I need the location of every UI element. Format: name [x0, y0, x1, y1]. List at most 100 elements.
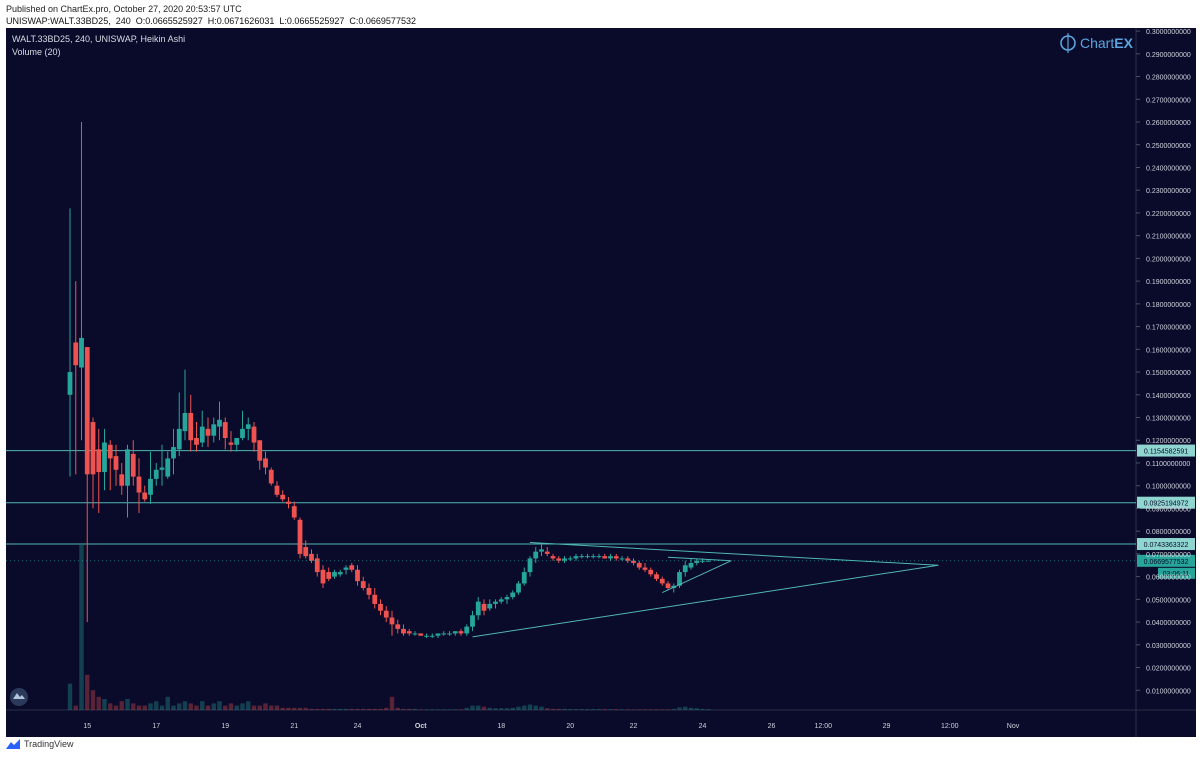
- level-price-label: 0.0925194972: [1144, 501, 1189, 508]
- trendline[interactable]: [472, 564, 939, 638]
- volume-bar: [464, 707, 469, 710]
- volume-bar: [182, 701, 188, 710]
- volume-bar: [217, 701, 222, 710]
- volume-bar: [85, 674, 90, 710]
- volume-bar: [412, 708, 418, 710]
- candle-body: [441, 633, 447, 635]
- volume-bar: [205, 705, 211, 710]
- candle-body: [613, 556, 619, 559]
- chart-settings-icon[interactable]: [10, 688, 28, 706]
- candle-body: [360, 581, 366, 588]
- candle-body: [648, 569, 654, 575]
- volume-bar: [694, 708, 699, 710]
- volume-bar: [550, 708, 556, 710]
- y-tick-label: 0.1200000000: [1146, 438, 1191, 445]
- candle-body: [429, 635, 435, 637]
- candle-body: [228, 442, 234, 445]
- volume-bar: [315, 708, 320, 710]
- candle-body: [182, 412, 188, 432]
- volume-bar: [188, 703, 193, 710]
- trendline[interactable]: [529, 542, 939, 566]
- volume-bar: [90, 690, 96, 710]
- candle-body: [659, 578, 665, 584]
- candle-body: [406, 631, 412, 634]
- volume-bar: [349, 708, 354, 710]
- candle-body: [326, 572, 332, 579]
- candle-body: [412, 633, 418, 635]
- y-tick-label: 0.3000000000: [1146, 29, 1191, 36]
- volume-bar: [223, 705, 228, 710]
- candle-body: [153, 469, 159, 479]
- volume-bar: [556, 708, 561, 710]
- candle-body: [73, 342, 79, 366]
- legend-symbol: WALT.33BD25, 240, UNISWAP, Heikin Ashi: [12, 34, 185, 44]
- volume-bar: [516, 706, 521, 710]
- x-tick-label: Nov: [1007, 723, 1020, 730]
- volume-bar: [625, 709, 630, 710]
- candle-body: [395, 624, 401, 629]
- candle-body: [217, 419, 222, 427]
- volume-bar: [441, 709, 446, 710]
- candle-body: [297, 519, 303, 554]
- candle-body: [280, 494, 286, 500]
- y-tick-label: 0.1000000000: [1146, 484, 1191, 491]
- volume-bar: [154, 701, 159, 710]
- y-tick-label: 0.2300000000: [1146, 188, 1191, 195]
- candle-body: [504, 597, 510, 600]
- x-tick-label: 12:00: [941, 723, 959, 730]
- chart-panel[interactable]: 0.1154582591 0.0925194972 0.0743363322 0.0…: [6, 28, 1196, 737]
- volume-bar: [194, 705, 199, 710]
- legend-volume: Volume (20): [12, 47, 61, 57]
- tradingview-footer[interactable]: TradingView: [6, 739, 74, 749]
- candle-body: [211, 424, 217, 436]
- trendline[interactable]: [667, 556, 732, 562]
- candle-body: [205, 428, 211, 436]
- x-tick-label: 15: [83, 723, 91, 730]
- trendline[interactable]: [662, 560, 732, 593]
- candlestick-chart[interactable]: 0.1154582591 0.0925194972 0.0743363322 0.0…: [6, 28, 1196, 737]
- volume-bar: [579, 709, 584, 710]
- candle-body: [602, 556, 608, 559]
- candle-body: [366, 587, 372, 595]
- volume-bar: [677, 707, 682, 710]
- tradingview-logo-icon: [6, 739, 20, 749]
- volume-bar: [378, 708, 383, 710]
- volume-bar: [499, 708, 504, 710]
- volume-bar: [343, 708, 349, 710]
- y-tick-label: 0.2400000000: [1146, 165, 1191, 172]
- last-price-tag: [1137, 554, 1195, 567]
- x-tick-label: 26: [768, 723, 776, 730]
- volume-bar: [614, 709, 619, 710]
- candle-body: [625, 558, 631, 561]
- candle-body: [222, 422, 228, 438]
- candle-body: [165, 458, 171, 477]
- volume-bar: [522, 705, 527, 710]
- chart-background: [6, 28, 1136, 737]
- candle-body: [521, 572, 527, 584]
- published-caption: Published on ChartEx.pro, October 27, 20…: [6, 4, 242, 14]
- volume-bar: [338, 708, 343, 710]
- candle-body: [654, 574, 659, 579]
- y-tick-label: 0.1100000000: [1146, 461, 1190, 468]
- volume-bar: [642, 709, 648, 710]
- candle-body: [355, 569, 360, 582]
- candle-body: [67, 372, 73, 395]
- candle-body: [596, 556, 602, 558]
- volume-bar: [401, 708, 406, 710]
- volume-bar: [395, 707, 400, 710]
- candle-body: [159, 467, 165, 470]
- candle-body: [79, 337, 84, 368]
- level-price-tag: [1137, 538, 1195, 551]
- candle-body: [677, 572, 682, 586]
- volume-bar: [257, 705, 262, 710]
- y-tick-label: 0.2200000000: [1146, 211, 1191, 218]
- volume-bar: [481, 706, 487, 710]
- candle-body: [107, 444, 113, 459]
- candle-body: [349, 565, 355, 570]
- candle-body: [573, 556, 579, 559]
- level-price-label: 0.1154582591: [1144, 449, 1188, 456]
- volume-bar: [596, 709, 602, 710]
- volume-bar: [637, 709, 642, 710]
- y-tick-label: 0.2700000000: [1146, 97, 1191, 104]
- level-price-label: 0.0743363322: [1144, 542, 1189, 549]
